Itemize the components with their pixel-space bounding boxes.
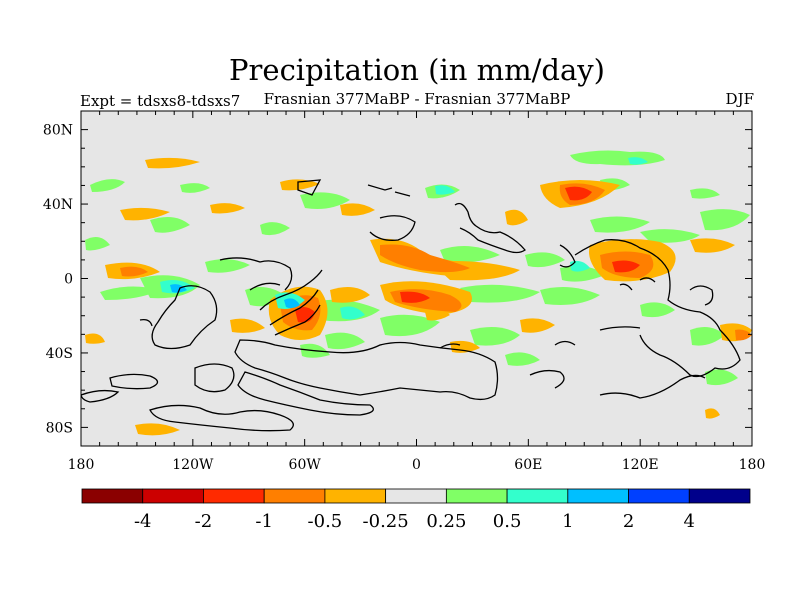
lon-axis-labels: 180 120W 60W 0 60E 120E 180 <box>68 457 766 473</box>
colorbar-swatch <box>445 488 508 504</box>
colorbar-label: -4 <box>134 511 152 532</box>
colorbar-label: -0.25 <box>363 511 409 532</box>
lon-tick-label: 60E <box>514 457 542 473</box>
lon-tick-label: 120W <box>172 457 214 473</box>
field-red-patches <box>295 186 640 323</box>
lat-axis-labels: 80N 40N 0 40S 80S <box>43 123 73 437</box>
colorbar-swatch <box>628 488 690 504</box>
lon-tick-label: 180 <box>68 457 95 473</box>
lat-tick-label: 40S <box>46 346 73 362</box>
colorbar-label: 2 <box>623 511 634 532</box>
colorbar-swatch <box>203 488 265 504</box>
colorbar-swatch <box>688 488 751 504</box>
axis-ticks <box>80 111 753 446</box>
colorbar-swatch <box>324 488 387 504</box>
lon-tick-label: 0 <box>412 457 421 473</box>
colorbar-label: -0.5 <box>308 511 343 532</box>
lon-tick-label: 180 <box>739 457 766 473</box>
lon-tick-label: 60W <box>289 457 322 473</box>
field-blue-patches <box>170 284 300 309</box>
colorbar-label: -2 <box>195 511 213 532</box>
lat-tick-label: 40N <box>43 197 73 213</box>
colorbar-swatch <box>142 488 204 504</box>
lat-tick-label: 80S <box>46 420 73 436</box>
colorbar-label: 0.25 <box>426 511 466 532</box>
colorbar-label: -1 <box>255 511 273 532</box>
colorbar-label: 1 <box>562 511 573 532</box>
colorbar: -4 -2 -1 -0.5 -0.25 0.25 0.5 1 2 4 <box>81 488 751 532</box>
colorbar-label: 4 <box>684 511 695 532</box>
colorbar-swatch <box>263 488 326 504</box>
chart-title: Precipitation (in mm/day) <box>229 53 605 87</box>
continent-outlines <box>81 179 741 432</box>
lat-tick-label: 80N <box>43 123 73 139</box>
colorbar-swatch <box>567 488 629 504</box>
colorbar-swatch <box>506 488 569 504</box>
colorbar-label: 0.5 <box>493 511 522 532</box>
colorbar-swatch <box>385 488 447 504</box>
precipitation-field <box>85 150 752 436</box>
experiment-label: Expt = tdsxs8-tdsxs7 <box>80 92 241 110</box>
period-label: Frasnian 377MaBP - Frasnian 377MaBP <box>263 90 571 108</box>
lat-tick-label: 0 <box>64 272 73 288</box>
lon-tick-label: 120E <box>622 457 659 473</box>
colorbar-swatch <box>81 488 144 504</box>
season-label: DJF <box>725 90 754 108</box>
